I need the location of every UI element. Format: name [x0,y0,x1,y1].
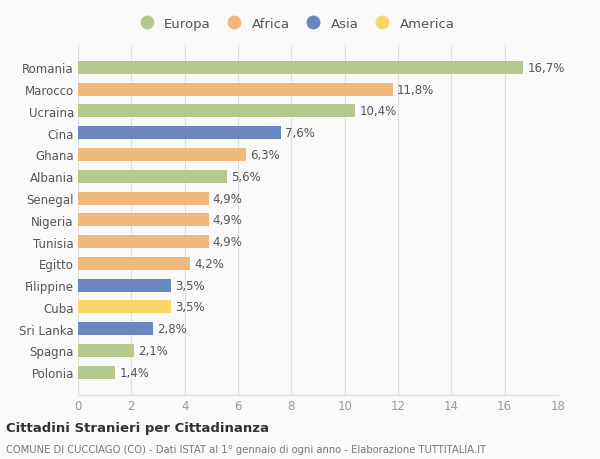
Legend: Europa, Africa, Asia, America: Europa, Africa, Asia, America [134,17,454,31]
Bar [78,105,355,118]
Bar [78,84,392,96]
Text: 4,2%: 4,2% [194,257,224,270]
Text: 5,6%: 5,6% [232,170,261,183]
Text: 3,5%: 3,5% [175,301,205,313]
Bar [78,192,209,205]
Text: 11,8%: 11,8% [397,84,434,96]
Bar [78,235,209,249]
Bar [78,127,281,140]
Bar [78,62,523,75]
Bar [78,279,172,292]
Text: 6,3%: 6,3% [250,149,280,162]
Bar [78,149,246,162]
Bar [78,214,209,227]
Text: 4,9%: 4,9% [212,235,242,248]
Bar [78,257,190,270]
Text: 1,4%: 1,4% [119,366,149,379]
Text: 3,5%: 3,5% [175,279,205,292]
Bar [78,322,152,336]
Bar [78,170,227,184]
Text: 4,9%: 4,9% [212,214,242,227]
Text: 2,8%: 2,8% [157,322,187,336]
Text: 16,7%: 16,7% [527,62,565,75]
Bar [78,301,172,313]
Text: Cittadini Stranieri per Cittadinanza: Cittadini Stranieri per Cittadinanza [6,421,269,434]
Text: 4,9%: 4,9% [212,192,242,205]
Text: COMUNE DI CUCCIAGO (CO) - Dati ISTAT al 1° gennaio di ogni anno - Elaborazione T: COMUNE DI CUCCIAGO (CO) - Dati ISTAT al … [6,444,486,454]
Bar [78,366,115,379]
Text: 2,1%: 2,1% [138,344,168,357]
Text: 10,4%: 10,4% [359,105,397,118]
Text: 7,6%: 7,6% [284,127,314,140]
Bar [78,344,134,357]
